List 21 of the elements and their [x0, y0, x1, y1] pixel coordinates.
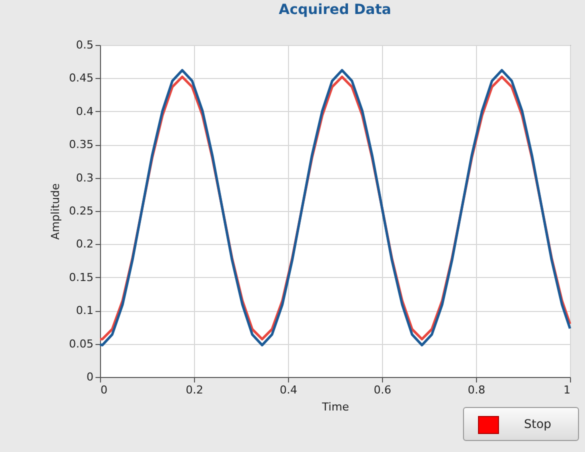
x-tick-label: 0	[100, 384, 108, 396]
y-tick-label: 0.15	[69, 270, 94, 284]
y-tick-label: 0	[86, 370, 94, 384]
chart-title: Acquired Data	[278, 2, 392, 18]
y-tick-label: 0.25	[69, 204, 94, 218]
y-axis-title: Amplitude	[49, 183, 62, 240]
y-tick-label: 0.35	[69, 138, 94, 152]
x-axis-title: Time	[321, 400, 350, 414]
y-tick-label: 0.4	[76, 104, 94, 118]
y-tick-label: 0.5	[76, 38, 94, 52]
stop-button: Stop	[463, 407, 579, 441]
y-tick-label: 0.45	[69, 72, 94, 85]
x-tick-label: 0.4	[280, 384, 298, 396]
y-tick-label: 0.05	[69, 337, 94, 350]
x-tick-label: 0.8	[468, 384, 486, 396]
x-tick-label: 0.6	[374, 384, 392, 396]
y-tick-label: 0.3	[76, 171, 94, 184]
x-tick-label: 0.2	[186, 384, 204, 396]
y-tick-label: 0.2	[76, 238, 94, 251]
x-tick-label: 1	[564, 384, 570, 396]
y-tick-label: 0.1	[76, 304, 94, 318]
